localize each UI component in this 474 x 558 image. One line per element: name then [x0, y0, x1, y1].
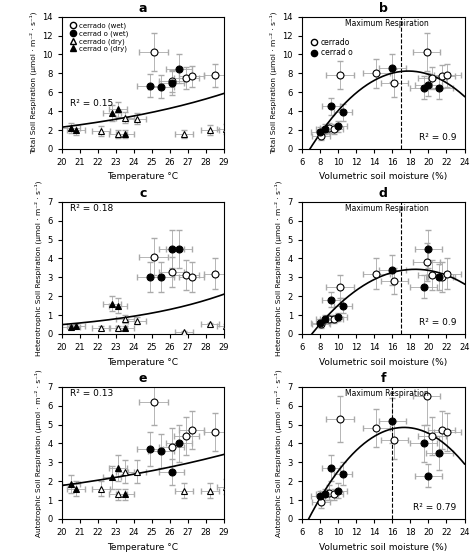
Y-axis label: Autotrophic Soil Respiration (μmol · m⁻² · s⁻¹): Autotrophic Soil Respiration (μmol · m⁻²… [274, 369, 282, 537]
X-axis label: Volumetric soil moisture (%): Volumetric soil moisture (%) [319, 172, 447, 181]
X-axis label: Temperature °C: Temperature °C [107, 542, 178, 551]
Text: Maximum Respiration: Maximum Respiration [345, 204, 428, 213]
Legend: cerrado (wet), cerrad o (wet), cerrado (dry), cerrad o (dry): cerrado (wet), cerrad o (wet), cerrado (… [68, 22, 129, 54]
Text: R² = 0.15: R² = 0.15 [70, 99, 113, 108]
Text: b: b [379, 2, 388, 16]
Legend: cerrado, cerrad o: cerrado, cerrad o [309, 36, 354, 59]
Y-axis label: Heterotrophic Soil Respiration (μmol · m⁻² · s⁻¹): Heterotrophic Soil Respiration (μmol · m… [34, 180, 42, 355]
X-axis label: Volumetric soil moisture (%): Volumetric soil moisture (%) [319, 542, 447, 551]
Text: R² = 0.13: R² = 0.13 [70, 389, 113, 398]
Text: R² = 0.18: R² = 0.18 [70, 204, 113, 213]
Text: Maximum Respiration: Maximum Respiration [345, 389, 428, 398]
Text: a: a [138, 2, 147, 16]
X-axis label: Temperature °C: Temperature °C [107, 358, 178, 367]
X-axis label: Temperature °C: Temperature °C [107, 172, 178, 181]
Text: d: d [379, 187, 388, 200]
X-axis label: Volumetric soil moisture (%): Volumetric soil moisture (%) [319, 358, 447, 367]
Y-axis label: Total Soil Respiration (μmol · m⁻² · s⁻¹): Total Soil Respiration (μmol · m⁻² · s⁻¹… [29, 12, 36, 154]
Text: R² = 0.9: R² = 0.9 [419, 133, 456, 142]
Text: c: c [139, 187, 146, 200]
Y-axis label: Autotrophic Soil Respiration (μmol · m⁻² · s⁻¹): Autotrophic Soil Respiration (μmol · m⁻²… [34, 369, 42, 537]
Text: R² = 0.79: R² = 0.79 [413, 503, 456, 512]
Y-axis label: Total Soil Respiration (μmol · m⁻² · s⁻¹): Total Soil Respiration (μmol · m⁻² · s⁻¹… [270, 12, 277, 154]
Text: Maximum Respiration: Maximum Respiration [345, 20, 428, 28]
Text: f: f [381, 372, 386, 386]
Text: e: e [138, 372, 147, 386]
Y-axis label: Heterotrophic Soil Respiration (μmol · m⁻² · s⁻¹): Heterotrophic Soil Respiration (μmol · m… [274, 180, 282, 355]
Text: R² = 0.9: R² = 0.9 [419, 318, 456, 328]
